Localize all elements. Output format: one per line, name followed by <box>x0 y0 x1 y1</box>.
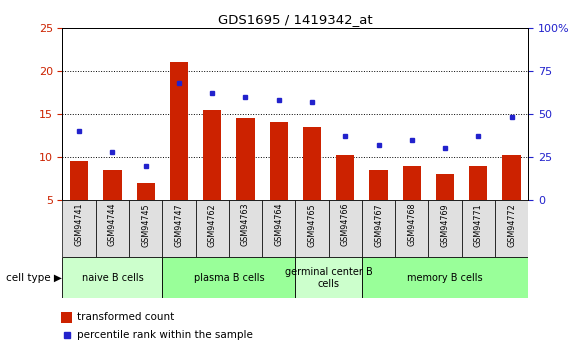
Text: GSM94744: GSM94744 <box>108 203 117 246</box>
Bar <box>203 110 222 200</box>
Bar <box>236 118 254 200</box>
Bar <box>295 257 362 298</box>
Bar <box>369 170 388 200</box>
Text: GSM94771: GSM94771 <box>474 203 483 247</box>
Text: GSM94762: GSM94762 <box>208 203 216 247</box>
Bar <box>61 312 72 323</box>
Bar <box>428 200 462 257</box>
Bar <box>336 155 354 200</box>
Bar <box>262 200 295 257</box>
Text: GSM94765: GSM94765 <box>307 203 316 247</box>
Bar <box>329 200 362 257</box>
Text: transformed count: transformed count <box>77 312 174 322</box>
Bar <box>403 166 421 200</box>
Text: GSM94747: GSM94747 <box>174 203 183 247</box>
Bar <box>503 155 521 200</box>
Text: GSM94764: GSM94764 <box>274 203 283 246</box>
Bar <box>162 200 195 257</box>
Text: GSM94772: GSM94772 <box>507 203 516 247</box>
Bar <box>469 166 487 200</box>
Bar <box>162 257 295 298</box>
Text: GSM94763: GSM94763 <box>241 203 250 246</box>
Text: GSM94766: GSM94766 <box>341 203 350 246</box>
Text: GSM94741: GSM94741 <box>74 203 83 246</box>
Text: GSM94769: GSM94769 <box>441 203 449 247</box>
Text: GSM94767: GSM94767 <box>374 203 383 247</box>
Bar <box>96 200 129 257</box>
Text: percentile rank within the sample: percentile rank within the sample <box>77 331 253 340</box>
Text: plasma B cells: plasma B cells <box>194 273 264 283</box>
Text: memory B cells: memory B cells <box>407 273 483 283</box>
Bar <box>170 62 188 200</box>
Text: GSM94768: GSM94768 <box>407 203 416 246</box>
Bar <box>395 200 428 257</box>
Bar <box>195 200 229 257</box>
Bar <box>70 161 88 200</box>
Bar <box>270 122 288 200</box>
Bar <box>462 200 495 257</box>
Bar <box>229 200 262 257</box>
Text: GSM94745: GSM94745 <box>141 203 150 247</box>
Bar <box>129 200 162 257</box>
Bar <box>362 257 528 298</box>
Bar <box>495 200 528 257</box>
Text: germinal center B
cells: germinal center B cells <box>285 267 373 288</box>
Bar <box>303 127 321 200</box>
Text: cell type ▶: cell type ▶ <box>6 273 61 283</box>
Bar <box>62 200 96 257</box>
Text: naive B cells: naive B cells <box>81 273 143 283</box>
Bar <box>62 257 162 298</box>
Bar <box>136 183 155 200</box>
Bar <box>295 200 329 257</box>
Bar <box>103 170 122 200</box>
Title: GDS1695 / 1419342_at: GDS1695 / 1419342_at <box>218 13 373 27</box>
Bar <box>436 174 454 200</box>
Bar <box>362 200 395 257</box>
